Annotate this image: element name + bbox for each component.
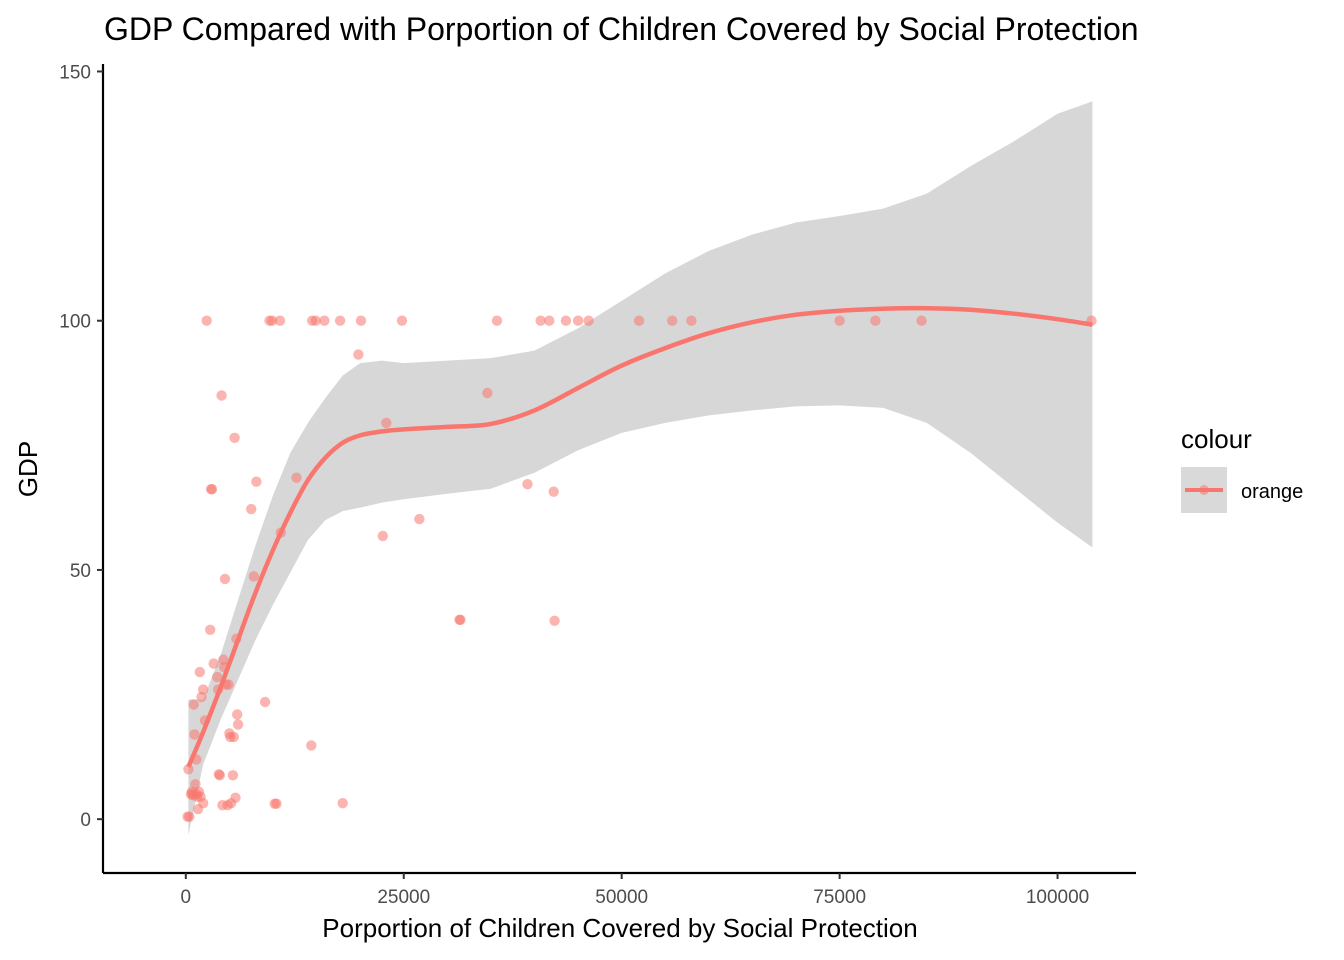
scatter-point	[319, 315, 330, 326]
scatter-point	[491, 315, 503, 326]
scatter-point	[310, 315, 321, 326]
scatter-point	[229, 432, 240, 443]
scatter-point	[667, 315, 678, 326]
scatter-point	[216, 390, 227, 401]
scatter-point	[212, 671, 223, 683]
scatter-point	[482, 387, 493, 399]
y-tick-label: 100	[59, 312, 91, 333]
scatter-point	[560, 315, 572, 326]
scatter-point	[686, 315, 697, 326]
scatter-point	[306, 740, 317, 751]
scatter-point	[377, 530, 388, 542]
scatter-point	[208, 658, 219, 669]
legend-entry-orange: orange	[1241, 481, 1303, 503]
scatter-point	[214, 770, 225, 781]
confidence-ribbon	[188, 101, 1093, 836]
scatter-point	[183, 764, 194, 775]
scatter-point	[227, 770, 239, 781]
scatter-point	[544, 315, 555, 326]
smooth-fit-line	[186, 305, 1093, 768]
scatter-point	[271, 798, 282, 809]
scatter-point	[219, 573, 231, 585]
scatter-point	[198, 798, 209, 809]
scatter-point	[414, 513, 425, 525]
scatter-point	[246, 503, 257, 515]
scatter-point	[572, 315, 584, 326]
scatter-point	[834, 315, 845, 326]
scatter-point	[232, 709, 243, 720]
scatter-points-layer	[182, 315, 1097, 822]
scatter-point	[583, 315, 594, 326]
x-axis-label: Porportion of Children Covered by Social…	[322, 913, 917, 943]
legend-key-point	[1199, 485, 1209, 495]
smooth-line-layer	[186, 305, 1093, 768]
scatter-point	[248, 571, 259, 582]
y-tick-label: 150	[59, 62, 91, 83]
x-tick-label: 0	[181, 887, 192, 908]
scatter-point	[337, 798, 348, 809]
y-ticks: 0 50 100 150	[59, 62, 103, 831]
scatter-point	[396, 315, 408, 326]
scatter-point	[355, 315, 367, 326]
scatter-point	[381, 417, 392, 429]
scatter-point	[266, 315, 278, 326]
confidence-ribbon-layer	[188, 101, 1093, 836]
y-axis-label: GDP	[13, 441, 43, 497]
scatter-point	[274, 315, 286, 326]
scatter-point	[201, 315, 212, 326]
scatter-point	[228, 731, 239, 743]
chart-title: GDP Compared with Porportion of Children…	[104, 11, 1139, 47]
scatter-point	[184, 811, 195, 822]
x-tick-label: 100000	[1026, 887, 1089, 908]
x-tick-label: 75000	[813, 887, 866, 908]
scatter-point	[198, 684, 209, 695]
scatter-point	[251, 476, 262, 487]
scatter-point	[334, 315, 346, 326]
y-tick-label: 0	[80, 810, 91, 831]
scatter-point	[916, 315, 927, 326]
scatter-point	[455, 614, 466, 625]
x-tick-label: 50000	[595, 887, 648, 908]
y-tick-label: 50	[70, 561, 91, 582]
x-tick-label: 25000	[377, 887, 430, 908]
scatter-point	[205, 624, 216, 635]
scatter-point	[548, 486, 559, 497]
scatter-point	[230, 792, 241, 803]
scatter-point	[189, 729, 200, 740]
scatter-point	[870, 315, 881, 326]
scatter-point	[353, 349, 364, 360]
legend-title: colour	[1181, 424, 1252, 454]
scatter-point	[194, 666, 205, 678]
scatter-point	[535, 315, 546, 326]
scatter-point	[259, 696, 271, 708]
legend: colour orange	[1181, 424, 1303, 513]
scatter-point	[633, 315, 645, 326]
scatter-point	[522, 479, 533, 490]
scatter-point	[223, 679, 234, 690]
scatter-point	[188, 699, 199, 710]
scatter-point	[206, 484, 218, 495]
x-ticks: 0 25000 50000 75000 100000	[181, 873, 1089, 908]
scatter-point	[291, 472, 302, 483]
scatter-point	[232, 719, 244, 730]
scatter-point	[549, 615, 560, 626]
